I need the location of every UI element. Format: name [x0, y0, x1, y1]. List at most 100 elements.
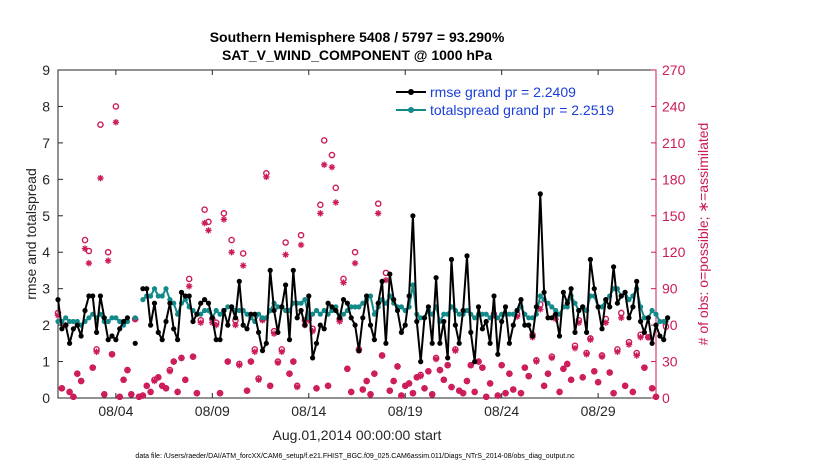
rmse-point	[283, 282, 289, 288]
obs-possible-marker	[220, 210, 228, 217]
rmse-point	[163, 318, 169, 325]
spread-point	[410, 282, 416, 288]
rmse-point	[541, 289, 547, 295]
obs-assimilated-marker	[155, 374, 162, 381]
obs-assimilated-marker	[479, 364, 486, 371]
spread-point	[661, 318, 667, 325]
rmse-point	[74, 322, 80, 328]
obs-assimilated-marker	[81, 245, 89, 252]
rmse-point	[568, 286, 574, 292]
rmse-point	[113, 337, 119, 343]
obs-assimilated-marker	[197, 319, 204, 326]
rmse-point	[495, 351, 501, 357]
footer-data-file: data file: /Users/raeder/DAI/ATM_forcXX/…	[135, 453, 575, 460]
obs-assimilated-marker	[112, 119, 120, 126]
spread-point	[564, 304, 570, 310]
obs-assimilated-marker	[340, 279, 347, 286]
rmse-point	[549, 315, 555, 321]
obs-possible-marker	[320, 137, 328, 144]
y-left-tick-label: 7	[42, 135, 50, 151]
obs-assimilated-marker	[606, 369, 613, 376]
y-left-tick-label: 4	[42, 244, 50, 260]
rmse-point	[661, 337, 667, 343]
obs-assimilated-marker	[421, 385, 428, 392]
rmse-point	[364, 293, 370, 299]
obs-assimilated-marker	[182, 376, 189, 383]
rmse-point	[418, 359, 424, 365]
obs-assimilated-marker	[89, 364, 96, 371]
rmse-point	[460, 307, 466, 314]
rmse-point	[356, 348, 362, 354]
obs-assimilated-marker	[517, 389, 525, 397]
rmse-point	[244, 326, 250, 332]
rmse-point	[502, 304, 509, 310]
spread-point	[298, 300, 304, 306]
spread-point	[113, 315, 119, 321]
obs-assimilated-marker	[255, 376, 262, 383]
rmse-point	[186, 293, 192, 299]
rmse-point	[317, 322, 323, 328]
obs-assimilated-marker	[483, 393, 490, 400]
y-right-tick-label: 240	[662, 98, 686, 114]
spread-point	[653, 311, 659, 317]
obs-assimilated-marker	[216, 389, 224, 397]
spread-point	[313, 307, 320, 314]
rmse-point	[499, 318, 505, 325]
obs-assimilated-marker	[178, 354, 185, 362]
rmse-point	[344, 300, 350, 306]
obs-assimilated-marker	[220, 216, 228, 223]
obs-assimilated-marker	[116, 393, 123, 400]
rmse-point	[333, 307, 339, 314]
rmse-point	[398, 329, 404, 335]
rmse-point	[178, 289, 185, 295]
obs-possible-marker	[112, 103, 120, 110]
spread-point	[321, 307, 327, 314]
obs-assimilated-marker	[236, 362, 243, 369]
rmse-point	[556, 333, 563, 339]
obs-assimilated-marker	[282, 251, 289, 258]
y-left-tick-label: 5	[42, 208, 50, 224]
obs-possible-marker	[374, 200, 382, 207]
rmse-point	[198, 300, 204, 306]
spread-point	[74, 318, 80, 325]
obs-assimilated-marker	[58, 385, 66, 392]
obs-assimilated-marker	[70, 393, 77, 400]
obs-assimilated-marker	[297, 241, 305, 249]
rmse-point	[148, 322, 154, 328]
obs-assimilated-marker	[429, 391, 436, 398]
spread-point	[159, 293, 165, 299]
rmse-point	[221, 307, 227, 314]
rmse-point	[205, 300, 212, 306]
spread-point	[140, 297, 146, 303]
rmse-point	[452, 322, 458, 328]
obs-assimilated-marker	[143, 382, 150, 390]
obs-assimilated-marker	[637, 334, 644, 341]
obs-assimilated-marker	[610, 389, 617, 397]
obs-possible-marker	[317, 201, 324, 209]
obs-assimilated-marker	[232, 321, 239, 329]
rmse-point	[267, 267, 273, 273]
rmse-point	[607, 304, 613, 310]
rmse-point	[560, 289, 567, 295]
obs-assimilated-marker	[394, 363, 401, 370]
rmse-point	[468, 329, 474, 335]
rmse-point	[518, 297, 524, 303]
spread-point	[275, 304, 281, 310]
rmse-point	[340, 297, 347, 303]
obs-assimilated-marker	[375, 210, 382, 217]
rmse-point	[360, 315, 366, 321]
rmse-point	[665, 315, 671, 321]
rmse-point	[263, 340, 269, 346]
rmse-point	[472, 359, 478, 365]
spread-point	[167, 297, 173, 303]
rmse-point	[117, 326, 123, 332]
obs-assimilated-marker	[556, 388, 563, 396]
spread-point	[198, 311, 204, 317]
rmse-point	[383, 340, 389, 346]
spread-point	[526, 315, 532, 321]
obs-possible-marker	[81, 236, 89, 244]
rmse-point	[240, 322, 246, 328]
obs-possible-marker	[85, 247, 93, 255]
rmse-point	[55, 297, 61, 303]
spread-point	[55, 318, 61, 325]
